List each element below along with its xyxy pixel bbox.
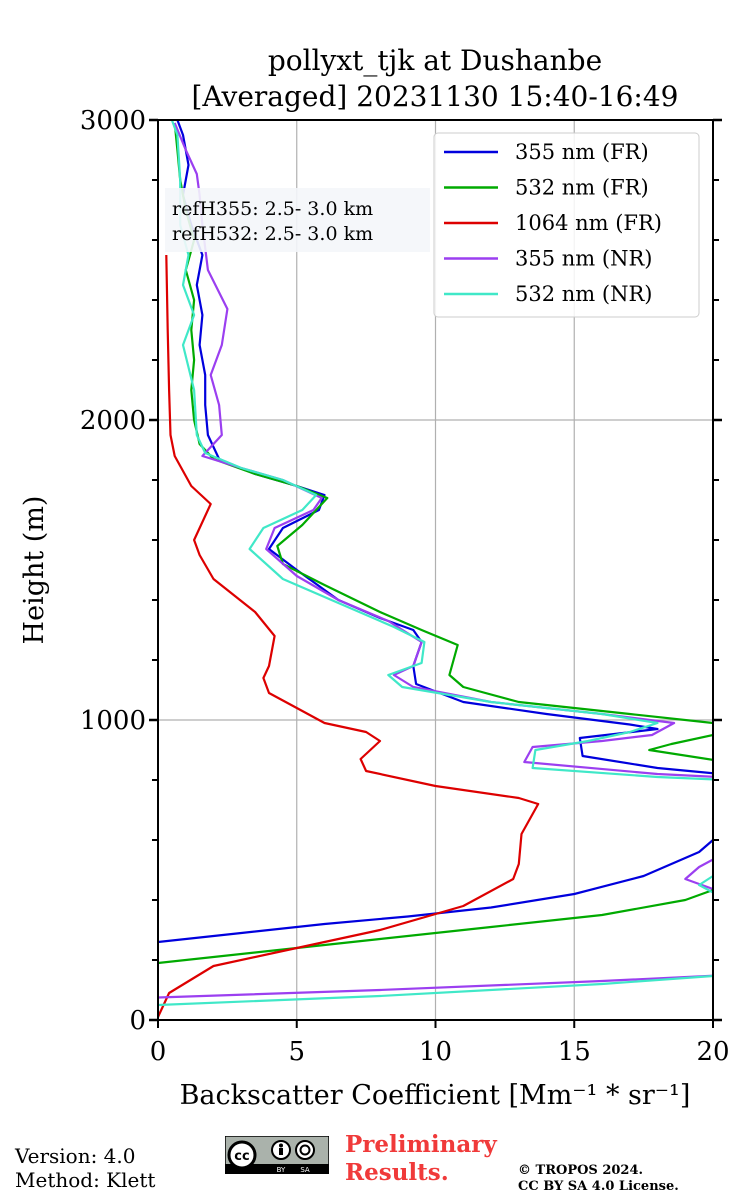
method-text: Method: Klett <box>15 1168 156 1192</box>
chart-title-line-2: [Averaged] 20231130 15:40-16:49 <box>192 80 679 113</box>
legend-label: 532 nm (FR) <box>515 176 649 200</box>
x-tick-label: 20 <box>696 1037 729 1067</box>
x-tick-label: 15 <box>558 1037 591 1067</box>
reference-annotation: refH355: 2.5- 3.0 km refH532: 2.5- 3.0 k… <box>165 188 430 252</box>
y-tick-label: 0 <box>129 1006 146 1036</box>
x-tick-label: 5 <box>288 1037 305 1067</box>
legend-label: 1064 nm (FR) <box>515 211 662 235</box>
ref-annotation-355: refH355: 2.5- 3.0 km <box>172 198 373 220</box>
preliminary-results-note: Preliminary Results. <box>345 1131 497 1187</box>
svg-text:SA: SA <box>300 1166 310 1174</box>
legend-label: 355 nm (FR) <box>515 140 649 164</box>
svg-text:cc: cc <box>234 1149 249 1164</box>
y-tick-label: 2000 <box>80 406 146 436</box>
preliminary-line-2: Results. <box>345 1159 449 1186</box>
ref-annotation-532: refH532: 2.5- 3.0 km <box>172 223 373 245</box>
series-line-355-nm-fr <box>158 120 713 944</box>
y-axis-label: Height (m) <box>19 496 50 645</box>
copyright-line-1: © TROPOS 2024. <box>518 1163 644 1178</box>
legend: 355 nm (FR) 532 nm (FR) 1064 nm (FR) 355 nm… <box>433 132 700 318</box>
series-line-1064-nm-fr <box>158 254 540 1018</box>
version-text: Version: 4.0 <box>15 1144 136 1168</box>
x-tick-label: 0 <box>150 1037 167 1067</box>
x-tick-label: 10 <box>419 1037 452 1067</box>
x-axis-label: Backscatter Coefficient [Mm⁻¹ * sr⁻¹] <box>180 1080 691 1111</box>
legend-label: 532 nm (NR) <box>515 282 652 306</box>
cc-license-badge: cc BY SA <box>224 1135 330 1175</box>
y-tick-label: 1000 <box>80 706 146 736</box>
copyright-line-2: CC BY SA 4.0 License. <box>518 1179 679 1194</box>
axis-ticks: 0 5 10 15 20 0 1000 2000 3000 <box>80 106 730 1067</box>
svg-text:BY: BY <box>277 1166 286 1174</box>
legend-label: 355 nm (NR) <box>515 247 652 271</box>
copyright-note: © TROPOS 2024. CC BY SA 4.0 License. <box>518 1163 679 1195</box>
series-curves <box>158 120 713 1018</box>
preliminary-line-1: Preliminary <box>345 1131 497 1158</box>
chart-title-line-1: pollyxt_tjk at Dushanbe <box>268 44 602 77</box>
series-line-532-nm-nr <box>158 120 713 1007</box>
series-line-355-nm-nr <box>158 122 713 999</box>
y-tick-label: 3000 <box>80 106 146 136</box>
